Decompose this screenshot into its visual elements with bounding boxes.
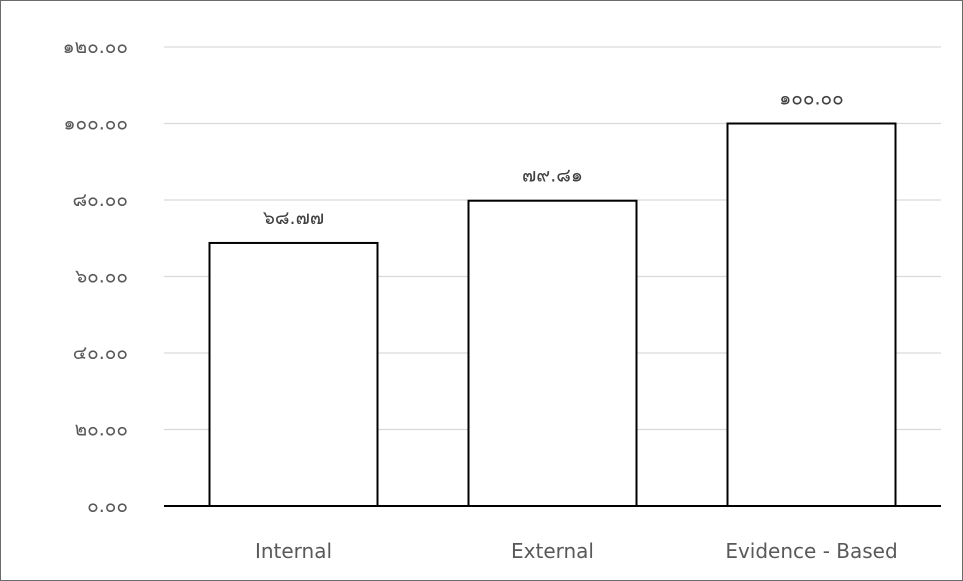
x-axis-category-labels: Internal External Evidence - Based [255,539,898,563]
y-tick-label: ๒๐.๐๐ [75,419,128,441]
bars [208,122,897,507]
y-tick-label: ๑๒๐.๐๐ [63,36,128,58]
y-tick-label: ๘๐.๐๐ [73,189,129,211]
data-labels: ๖๘.๗๗ ๗๙.๘๑ ๑๐๐.๐๐ [263,88,844,229]
bar-internal [208,241,379,507]
y-tick-label: ๖๐.๐๐ [75,266,128,288]
bar-external [467,199,638,507]
bar-evidence-based [726,122,897,507]
data-label: ๖๘.๗๗ [263,207,324,229]
data-label: ๗๙.๘๑ [522,165,583,187]
y-tick-label: ๐.๐๐ [87,495,128,517]
x-category-label: External [511,539,594,563]
x-category-label: Internal [255,539,332,563]
x-category-label: Evidence - Based [725,539,897,563]
y-tick-label: ๔๐.๐๐ [73,342,128,364]
y-tick-label: ๑๐๐.๐๐ [64,113,129,135]
y-axis-tick-labels: ๐.๐๐ ๒๐.๐๐ ๔๐.๐๐ ๖๐.๐๐ ๘๐.๐๐ ๑๐๐.๐๐ ๑๒๐.๐๐ [63,36,128,517]
data-label: ๑๐๐.๐๐ [779,88,844,110]
